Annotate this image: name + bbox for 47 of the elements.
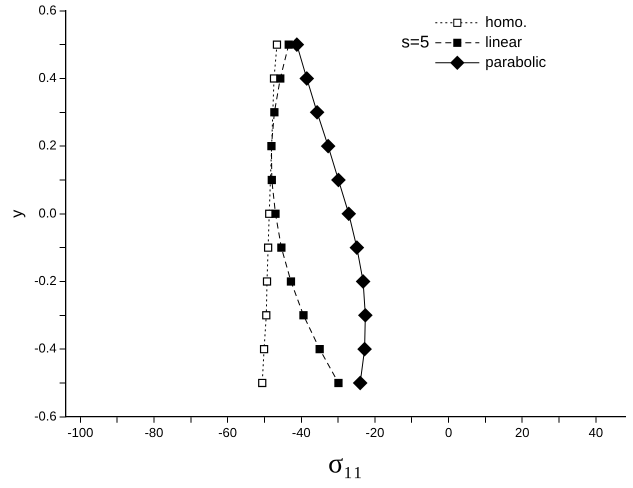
legend-label: linear xyxy=(485,34,522,51)
point xyxy=(356,274,370,289)
point xyxy=(264,244,272,252)
y-tick-label: 0.2 xyxy=(38,138,57,153)
x-tick-label: 20 xyxy=(514,425,530,440)
x-axis-title: σ₁₁ xyxy=(328,448,363,480)
legend-label: parabolic xyxy=(485,54,547,71)
point xyxy=(300,71,314,86)
point xyxy=(350,240,364,255)
point xyxy=(316,345,324,354)
point xyxy=(321,139,336,154)
point xyxy=(270,108,279,116)
y-tick-label: -0.2 xyxy=(34,273,57,288)
y-tick-label: -0.6 xyxy=(34,408,57,424)
annotation: s=5 xyxy=(401,32,430,52)
point xyxy=(262,311,270,320)
point xyxy=(331,172,346,188)
point xyxy=(299,311,308,320)
y-tick-label: 0.6 xyxy=(38,2,57,18)
y-tick-label: -0.4 xyxy=(34,340,57,356)
y-axis-title: y xyxy=(9,210,26,218)
point xyxy=(271,210,280,218)
point xyxy=(258,378,266,388)
x-tick-label: -20 xyxy=(366,425,384,440)
point xyxy=(358,342,372,356)
point xyxy=(268,176,276,184)
point xyxy=(276,74,284,83)
point xyxy=(277,244,286,252)
point xyxy=(334,378,343,388)
x-tick-label: 40 xyxy=(588,425,604,440)
point xyxy=(286,277,296,286)
y-tick-label: 0.0 xyxy=(38,205,57,220)
x-tick-label: -40 xyxy=(292,425,311,440)
y-tick-label: 0.4 xyxy=(38,70,57,86)
x-tick-label: -60 xyxy=(218,425,238,440)
x-tick-label: -80 xyxy=(144,425,164,440)
x-tick-label: 0 xyxy=(444,425,452,440)
point xyxy=(267,142,276,150)
legend-label: homo. xyxy=(485,14,528,31)
point xyxy=(358,308,372,322)
point xyxy=(342,206,356,221)
point xyxy=(260,345,268,354)
point xyxy=(310,105,324,120)
point xyxy=(262,277,272,286)
point xyxy=(272,40,282,49)
point xyxy=(353,376,368,390)
x-tick-label: -100 xyxy=(67,425,94,440)
